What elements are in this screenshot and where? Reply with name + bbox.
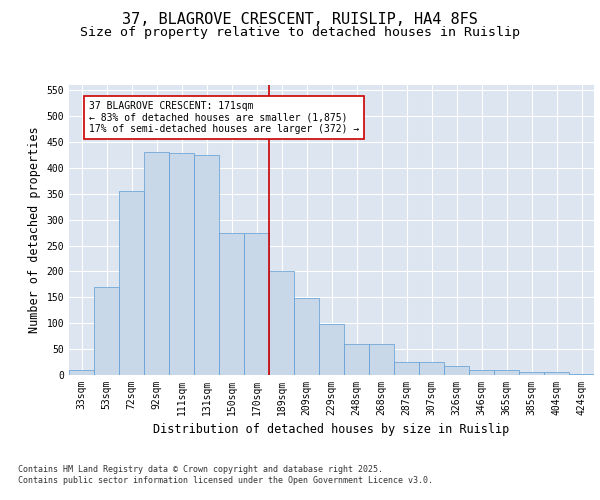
- Y-axis label: Number of detached properties: Number of detached properties: [28, 126, 41, 334]
- Bar: [144, 152, 169, 375]
- Bar: [419, 362, 444, 375]
- Bar: [494, 370, 519, 375]
- X-axis label: Distribution of detached houses by size in Ruislip: Distribution of detached houses by size …: [154, 424, 509, 436]
- Bar: [519, 372, 544, 375]
- Bar: [344, 344, 369, 375]
- Bar: [244, 232, 269, 375]
- Bar: [119, 191, 144, 375]
- Bar: [319, 324, 344, 375]
- Bar: [369, 344, 394, 375]
- Bar: [394, 362, 419, 375]
- Bar: [569, 374, 594, 375]
- Bar: [269, 272, 294, 375]
- Text: 37, BLAGROVE CRESCENT, RUISLIP, HA4 8FS: 37, BLAGROVE CRESCENT, RUISLIP, HA4 8FS: [122, 12, 478, 28]
- Bar: [544, 372, 569, 375]
- Bar: [69, 370, 94, 375]
- Bar: [469, 370, 494, 375]
- Bar: [194, 155, 219, 375]
- Text: Size of property relative to detached houses in Ruislip: Size of property relative to detached ho…: [80, 26, 520, 39]
- Bar: [444, 366, 469, 375]
- Bar: [169, 154, 194, 375]
- Bar: [294, 298, 319, 375]
- Bar: [219, 232, 244, 375]
- Text: Contains public sector information licensed under the Open Government Licence v3: Contains public sector information licen…: [18, 476, 433, 485]
- Text: Contains HM Land Registry data © Crown copyright and database right 2025.: Contains HM Land Registry data © Crown c…: [18, 465, 383, 474]
- Text: 37 BLAGROVE CRESCENT: 171sqm
← 83% of detached houses are smaller (1,875)
17% of: 37 BLAGROVE CRESCENT: 171sqm ← 83% of de…: [89, 100, 359, 134]
- Bar: [94, 287, 119, 375]
